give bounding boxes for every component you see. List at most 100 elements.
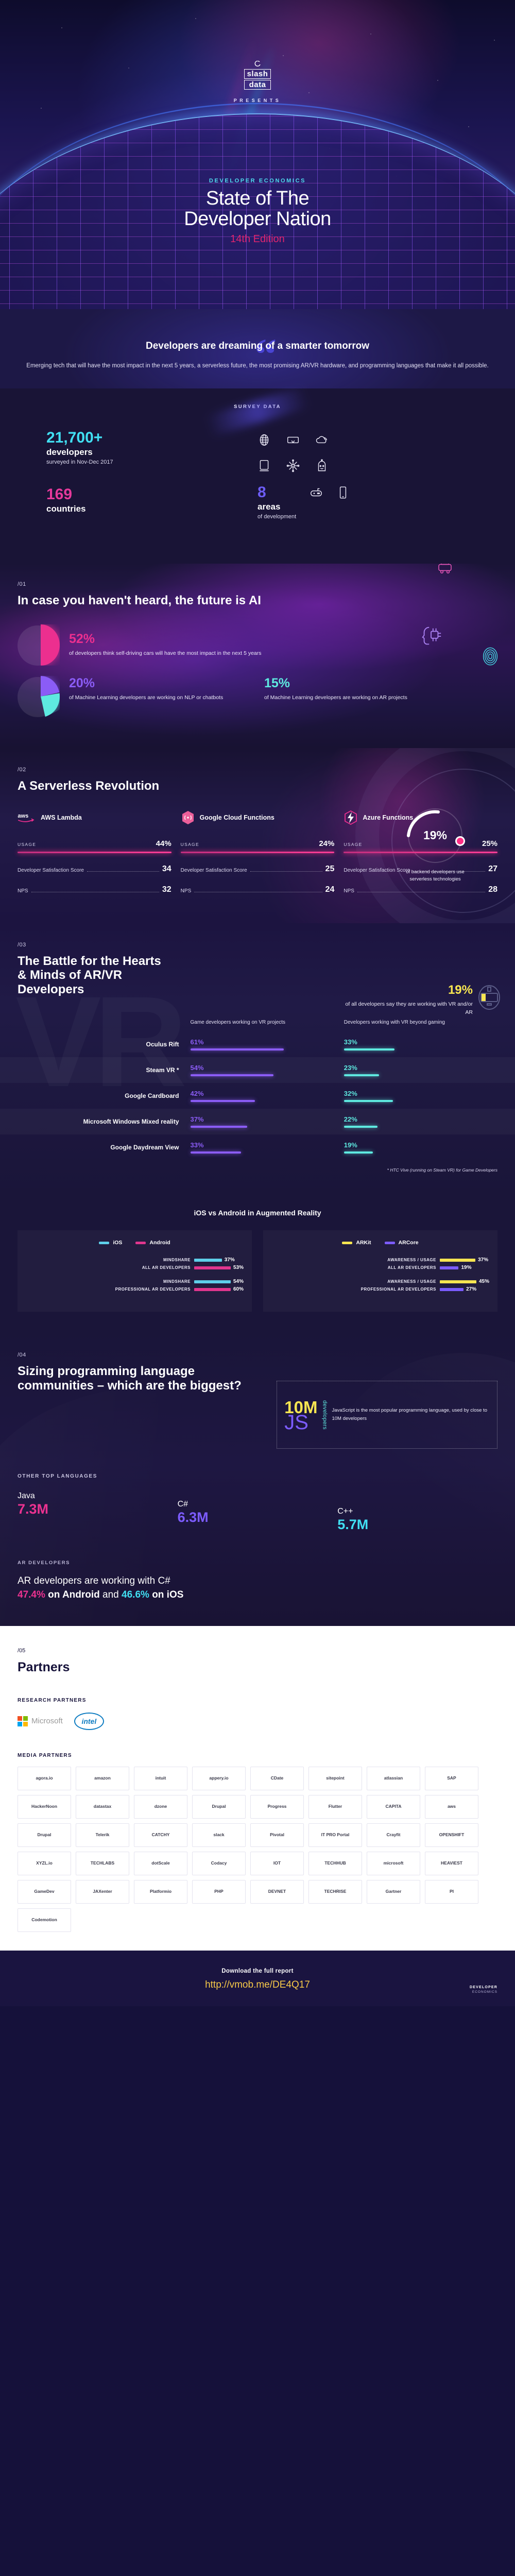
media-partner-logo[interactable]: Gartner — [367, 1879, 420, 1904]
ai-brain-chip-icon — [422, 627, 441, 645]
media-partner-logo[interactable]: TECHLABS — [76, 1851, 129, 1875]
media-partner-logo[interactable]: PHP — [192, 1879, 246, 1904]
vr-beyond-value: 22% — [344, 1115, 357, 1124]
satisfaction-label-aws: Developer Satisfaction Score — [18, 867, 84, 873]
svg-text:aws: aws — [18, 813, 28, 819]
panel-platform-mindshare: iOS Android MINDSHARE 37% ALL AR DEVELO — [18, 1230, 252, 1312]
legend-label-android: Android — [149, 1240, 170, 1246]
audience-label: ALL AR DEVELOPERS — [142, 1265, 191, 1270]
media-partner-logo[interactable]: atlassian — [367, 1766, 420, 1790]
pie-chart-20-15 — [18, 675, 60, 717]
areas-count: 8 — [258, 484, 266, 501]
section-arvr: VR /03 The Battle for the Hearts & Minds… — [0, 923, 515, 1194]
language-value: 7.3M — [18, 1502, 178, 1517]
media-partner-logo[interactable]: Pivotal — [250, 1823, 304, 1847]
media-partner-logo[interactable]: DEVNET — [250, 1879, 304, 1904]
group-professional-ar-developers: MINDSHARE 54% PROFESSIONAL AR DEVELOPERS… — [26, 1279, 244, 1292]
media-partner-logo[interactable]: appery.io — [192, 1766, 246, 1790]
intel-logo[interactable]: intel — [74, 1712, 104, 1730]
footer-brand-line2: ECONOMICS — [472, 1990, 497, 1994]
audience-label: PROFESSIONAL AR DEVELOPERS — [115, 1287, 191, 1292]
media-partner-logo[interactable]: IOT — [250, 1851, 304, 1875]
media-partner-logo[interactable]: dotScale — [134, 1851, 187, 1875]
media-partner-logo[interactable]: HackerNoon — [18, 1794, 71, 1819]
intel-wordmark: intel — [81, 1717, 97, 1725]
language-name: C++ — [337, 1507, 497, 1516]
media-partner-logo[interactable]: SAP — [425, 1766, 478, 1790]
media-partner-logo[interactable]: Platformio — [134, 1879, 187, 1904]
ai-stat-52: 52% of developers think self-driving car… — [0, 608, 515, 666]
media-partner-logo[interactable]: TECHHUB — [308, 1851, 362, 1875]
satisfaction-value-azure: 27 — [488, 865, 498, 874]
media-partner-logo[interactable]: intuit — [134, 1766, 187, 1790]
media-partner-logo[interactable]: GameDev — [18, 1879, 71, 1904]
countries-word: countries — [46, 504, 86, 514]
media-partner-logo[interactable]: dzone — [134, 1794, 187, 1819]
section-languages-title: Sizing programming language communities … — [18, 1364, 242, 1393]
media-partner-logo[interactable]: Drupal — [18, 1823, 71, 1847]
usage-bar-azure — [344, 852, 498, 854]
section-serverless-title: A Serverless Revolution — [18, 778, 160, 793]
section-arvr-number: /03 — [18, 942, 26, 948]
arvr-highlight-text: of all developers say they are working w… — [345, 1001, 473, 1016]
survey-data-label: SURVEY DATA — [0, 398, 515, 430]
section-ai-title: In case you haven't heard, the future is… — [18, 594, 261, 608]
ar-dev-android-suffix: on Android — [48, 1589, 100, 1600]
media-partner-logo[interactable]: CDate — [250, 1766, 304, 1790]
legend-label-ios: iOS — [113, 1240, 123, 1246]
media-partner-logo[interactable]: OPENSHIFT — [425, 1823, 478, 1847]
footer-cta: Download the full report http://vmob.me/… — [0, 1950, 515, 2006]
metric-label: MINDSHARE — [163, 1279, 191, 1284]
media-partner-logo[interactable]: Telerik — [76, 1823, 129, 1847]
media-partner-logo[interactable]: Drupal — [192, 1794, 246, 1819]
media-partner-logo[interactable]: CATCHY — [134, 1823, 187, 1847]
section-partners: /05 Partners RESEARCH PARTNERS Microsoft… — [0, 1625, 515, 1951]
arvr-highlight-value: 19% — [448, 983, 473, 997]
media-partner-logo[interactable]: TECHRISE — [308, 1879, 362, 1904]
media-partner-logo[interactable]: microsoft — [367, 1851, 420, 1875]
media-partner-logo[interactable]: PI — [425, 1879, 478, 1904]
vendor-aws-lambda: aws AWS Lambda USAGE 44% Developer Satis… — [18, 808, 171, 894]
media-partner-logo[interactable]: XYZL.io — [18, 1851, 71, 1875]
serverless-vendor-list: aws AWS Lambda USAGE 44% Developer Satis… — [0, 793, 515, 894]
survey-data-section: SURVEY DATA 21,700+ developers surveyed … — [0, 388, 515, 564]
gauge-value: 19% — [423, 828, 448, 842]
vr-beyond-value: 19% — [344, 1141, 357, 1149]
nps-label-aws: NPS — [18, 888, 28, 894]
footer-brand: DEVELOPER ECONOMICS — [470, 1986, 497, 1994]
pie-chart-52 — [18, 624, 60, 666]
survey-icon-row-2 — [258, 459, 469, 472]
media-partner-logo[interactable]: Crayfit — [367, 1823, 420, 1847]
media-partner-logo[interactable]: slack — [192, 1823, 246, 1847]
vr-headset-icon — [287, 437, 299, 444]
media-partner-logo[interactable]: sitepoint — [308, 1766, 362, 1790]
infographic-page: slash data PRESENTS DEVELOPER ECONOMICS … — [0, 0, 515, 2006]
media-partner-logo[interactable]: HEAVIEST — [425, 1851, 478, 1875]
vr-beyond-value: 33% — [344, 1038, 357, 1046]
vr-col1-header: Game developers working on VR projects — [190, 1020, 286, 1026]
group-all-ar-developers: MINDSHARE 37% ALL AR DEVELOPERS 53% — [26, 1257, 244, 1270]
media-partner-logo[interactable]: amazon — [76, 1766, 129, 1790]
stat-developers: 21,700+ developers surveyed in Nov-Dec 2… — [46, 430, 258, 466]
vr-game-value: 61% — [190, 1038, 204, 1046]
media-partner-logo[interactable]: aws — [425, 1794, 478, 1819]
iot-network-icon — [286, 460, 300, 472]
presents-label: PRESENTS — [233, 98, 282, 103]
media-partner-logo[interactable]: Flutter — [308, 1794, 362, 1819]
satisfaction-value-aws: 34 — [162, 865, 171, 874]
media-partner-logo[interactable]: JAXenter — [76, 1879, 129, 1904]
other-languages-label: OTHER TOP LANGUAGES — [0, 1449, 515, 1479]
ai-desc-20: of Machine Learning developers are worki… — [69, 694, 224, 701]
microsoft-logo[interactable]: Microsoft — [18, 1716, 63, 1726]
media-partner-logo[interactable]: Codemotion — [18, 1908, 71, 1932]
nps-label-azure: NPS — [344, 888, 354, 894]
media-partner-logo[interactable]: CAPITA — [367, 1794, 420, 1819]
media-partner-logo[interactable]: Codacy — [192, 1851, 246, 1875]
media-partner-logo[interactable]: IT PRO Portal — [308, 1823, 362, 1847]
report-url-link[interactable]: http://vmob.me/DE4Q17 — [205, 1979, 310, 1990]
media-partner-logo[interactable]: agora.io — [18, 1766, 71, 1790]
media-partner-logo[interactable]: datastax — [76, 1794, 129, 1819]
media-partner-logo[interactable]: Progress — [250, 1794, 304, 1819]
vr-beyond-value: 32% — [344, 1090, 357, 1098]
vr-row-label: Steam VR * — [146, 1066, 179, 1074]
